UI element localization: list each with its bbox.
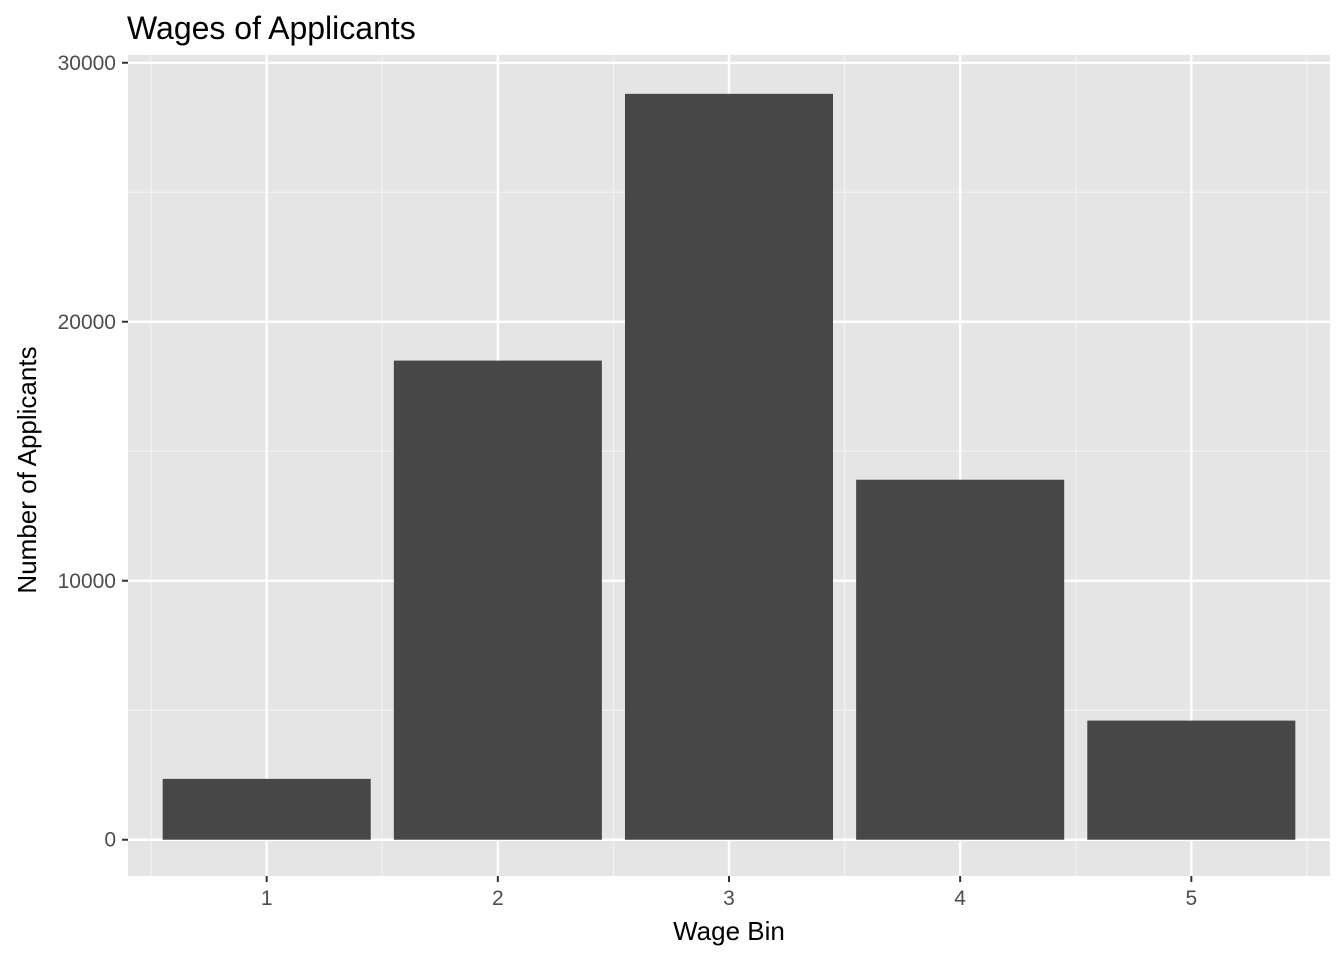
x-tick-label: 2 <box>492 887 504 910</box>
x-axis: 1 2 3 4 5 <box>261 876 1197 910</box>
chart-title: Wages of Applicants <box>127 10 416 46</box>
bar-4 <box>856 479 1065 840</box>
y-tick-label: 10000 <box>58 570 116 593</box>
y-tick-label: 0 <box>104 829 116 852</box>
x-tick-label: 5 <box>1185 887 1197 910</box>
x-tick-label: 4 <box>954 887 966 910</box>
y-tick-label: 30000 <box>58 52 116 75</box>
y-tick-label: 20000 <box>58 311 116 334</box>
bar-2 <box>393 360 602 840</box>
x-axis-title: Wage Bin <box>673 916 785 946</box>
bar-3 <box>624 93 834 840</box>
bars <box>162 93 1296 840</box>
bar-1 <box>162 778 371 840</box>
bar-5 <box>1087 720 1296 840</box>
y-axis: 0 10000 20000 30000 <box>58 52 128 852</box>
y-axis-title: Number of Applicants <box>12 346 42 593</box>
x-tick-label: 3 <box>723 887 735 910</box>
x-tick-label: 1 <box>261 887 273 910</box>
